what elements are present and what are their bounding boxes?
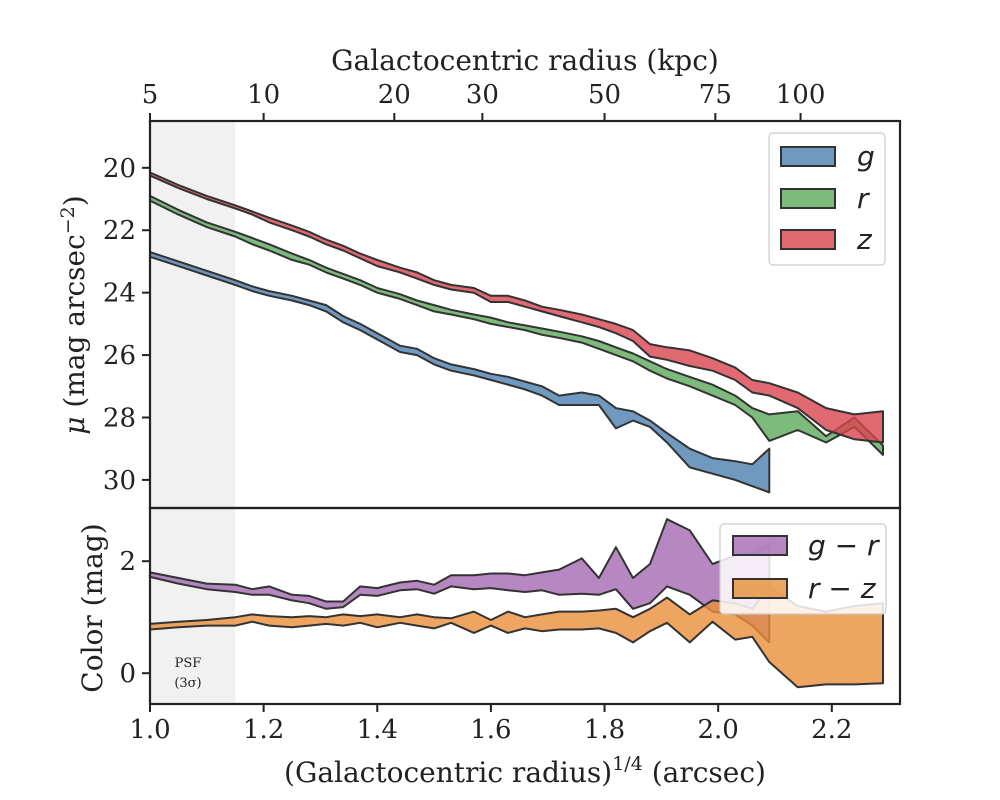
x-tick-label: 2.2 [811, 715, 852, 745]
y-tick-label-top: 28 [103, 403, 136, 433]
top-x-tick-label: 75 [699, 80, 732, 110]
psf-sigma-label: (3σ) [174, 676, 201, 691]
y-tick-label-top: 20 [103, 154, 136, 184]
psf-label: PSF [175, 656, 202, 671]
x-tick-label: 1.8 [584, 715, 625, 745]
bottom-y-axis-title: Color (mag) [76, 523, 109, 692]
legend-swatch-r-z [732, 578, 788, 599]
y-tick-label-bottom: 2 [119, 547, 136, 577]
legend-swatch-g [780, 146, 836, 167]
legend-swatch-z [780, 229, 836, 250]
top-x-tick-label: 50 [588, 80, 621, 110]
color-series [149, 518, 884, 689]
top-x-tick-label: 10 [247, 80, 280, 110]
x-tick-label: 2.0 [698, 715, 739, 745]
legend-label-r-z: r − z [808, 572, 877, 605]
y-tick-label-bottom: 0 [119, 659, 136, 689]
top-y-axis-title: μ (mag arcsec−2) [57, 195, 91, 434]
psf-region-bottom [150, 508, 236, 704]
band-rz [149, 585, 884, 689]
bottom-panel-frame [148, 506, 902, 706]
legend-bottom: g − r r − z [719, 523, 887, 615]
x-tick-label: 1.0 [129, 715, 170, 745]
top-x-tick-label: 20 [378, 80, 411, 110]
y-tick-label-top: 24 [103, 279, 136, 309]
top-x-tick-label: 5 [142, 80, 159, 110]
surface-brightness-series [149, 171, 884, 494]
band-z [149, 171, 884, 444]
bottom-axis-title: (Galactocentric radius)1/4 (arcsec) [284, 753, 766, 789]
y-tick-label-top: 22 [103, 216, 136, 246]
x-tick-label: 1.2 [243, 715, 284, 745]
y-tick-label-top: 26 [103, 341, 136, 371]
legend-label-z: z [856, 223, 873, 256]
legend-label-r: r [857, 182, 870, 215]
axis-ticks: 20 22 24 26 28 30 5 10 20 30 50 75 100 0 2 1.0 1.2 1.4 1.6… [103, 80, 853, 745]
legend-label-g-r: g − r [808, 529, 880, 562]
top-axis-title: Galactocentric radius (kpc) [331, 44, 719, 77]
legend-label-g: g [857, 140, 875, 173]
top-x-tick-label: 30 [466, 80, 499, 110]
band-r [149, 194, 884, 456]
legend-top: g r z [768, 132, 886, 266]
psf-region-top [150, 121, 236, 508]
legend-swatch-g-r [732, 535, 788, 556]
top-x-tick-label: 100 [776, 80, 826, 110]
y-tick-label-top: 30 [103, 466, 136, 496]
x-tick-label: 1.6 [470, 715, 511, 745]
band-g [149, 251, 771, 494]
legend-swatch-r [780, 188, 836, 209]
x-tick-label: 1.4 [357, 715, 398, 745]
